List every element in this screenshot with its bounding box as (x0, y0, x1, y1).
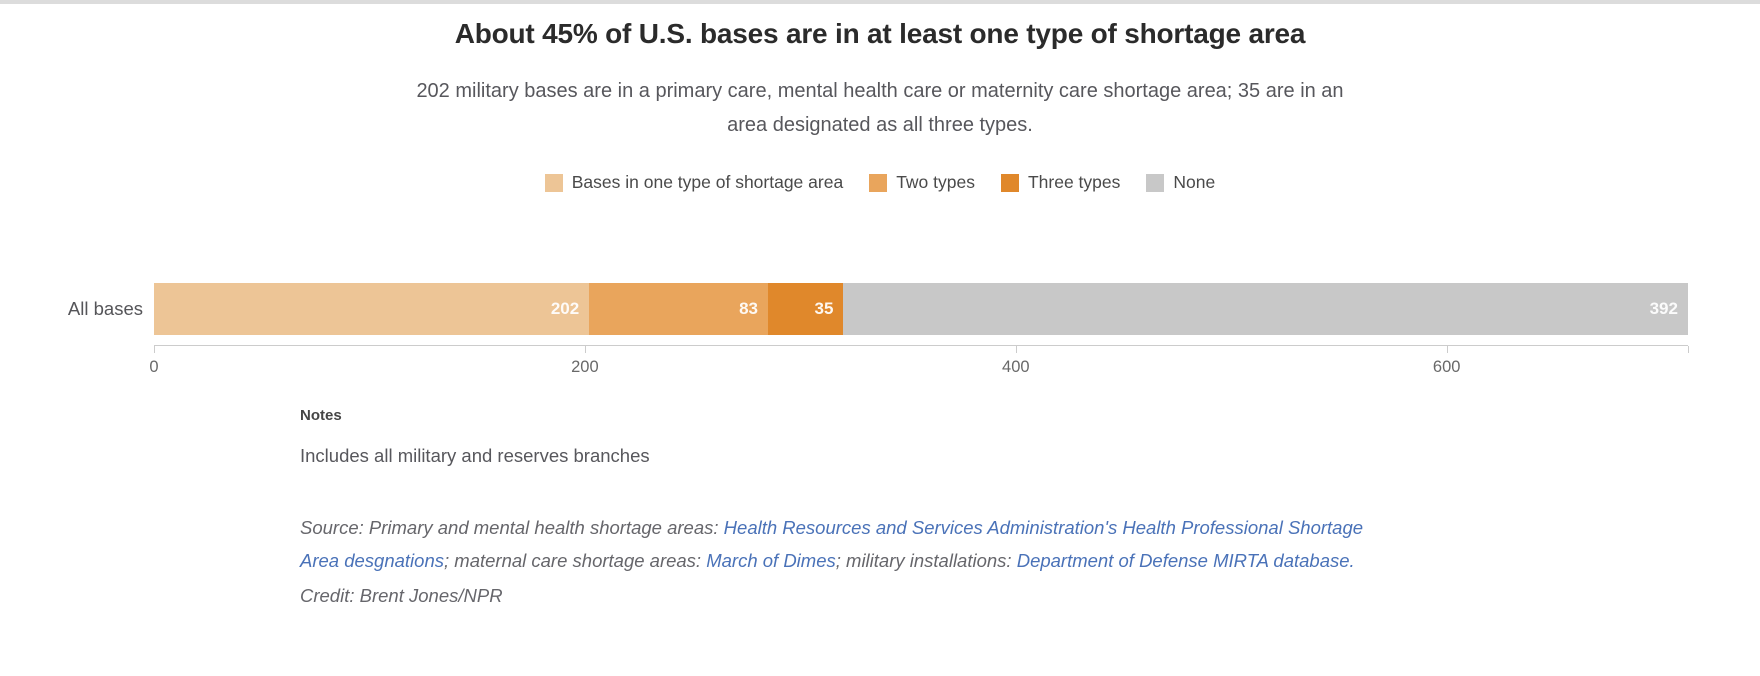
axis-tick (154, 346, 155, 353)
bar-segment-0: 202 (154, 283, 590, 335)
legend-swatch (1146, 173, 1165, 192)
legend-item-2: Three types (1000, 172, 1121, 193)
x-axis: 0 200 400 600 (149, 345, 1689, 387)
legend-label: Two types (896, 172, 975, 192)
legend-swatch (544, 173, 563, 192)
legend-item-1: Two types (869, 172, 975, 193)
window-top-edge (0, 0, 1760, 4)
bar-chart: All bases 202 83 35 392 0 200 400 600 (0, 283, 1760, 387)
bar-row-label: All bases (67, 298, 143, 319)
bar-segment-value: 35 (814, 299, 834, 318)
axis-tick (584, 346, 586, 353)
axis-tick (1688, 346, 1689, 353)
source-link-dod-mirta[interactable]: Department of Defense MIRTA database. (1016, 550, 1355, 571)
chart-card: About 45% of U.S. bases are in at least … (0, 4, 1760, 612)
legend-swatch (1000, 173, 1019, 192)
notes-section: Notes Includes all military and reserves… (300, 407, 1380, 612)
source-link-hrsa[interactable]: Health Resources and Services Administra… (300, 517, 1364, 571)
stacked-bar: 202 83 35 392 (154, 283, 1688, 335)
bar-segment-value: 392 (1649, 299, 1678, 318)
axis-tick (1446, 346, 1448, 353)
source-mid1: ; maternal care shortage areas: (444, 550, 707, 571)
notes-heading: Notes (300, 407, 342, 424)
source-link-march-of-dimes[interactable]: March of Dimes (706, 550, 836, 571)
bar-segment-value: 202 (550, 299, 580, 318)
credit-line: Credit: Brent Jones/NPR (300, 585, 503, 606)
plot-area: 202 83 35 392 0 200 400 600 (149, 283, 1689, 387)
legend-item-0: Bases in one type of shortage area (544, 172, 844, 193)
bar-segment-2: 35 (768, 283, 844, 335)
source-line: Source: Primary and mental health shorta… (300, 511, 1380, 577)
bar-segment-1: 83 (589, 283, 769, 335)
legend-label: Bases in one type of shortage area (571, 172, 844, 192)
legend-swatch (869, 173, 888, 192)
legend: Bases in one type of shortage area Two ty… (0, 172, 1760, 193)
axis-tick (1015, 346, 1017, 353)
source-mid2: ; military installations: (835, 550, 1017, 571)
source-prefix: Source: Primary and mental health shorta… (300, 517, 724, 538)
chart-subtitle: 202 military bases are in a primary care… (416, 80, 1344, 136)
notes-body: Includes all military and reserves branc… (300, 445, 650, 466)
bar-segment-3: 392 (843, 283, 1688, 335)
legend-label: Three types (1027, 172, 1121, 192)
legend-item-3: None (1146, 172, 1215, 193)
legend-label: None (1173, 172, 1216, 192)
chart-title: About 45% of U.S. bases are in at least … (454, 18, 1306, 49)
axis-tick-label: 200 (571, 358, 599, 376)
bar-segment-value: 83 (739, 299, 759, 318)
axis-tick-label: 600 (1432, 358, 1461, 376)
axis-tick-label: 0 (149, 358, 159, 376)
axis-tick-label: 400 (1002, 358, 1030, 376)
